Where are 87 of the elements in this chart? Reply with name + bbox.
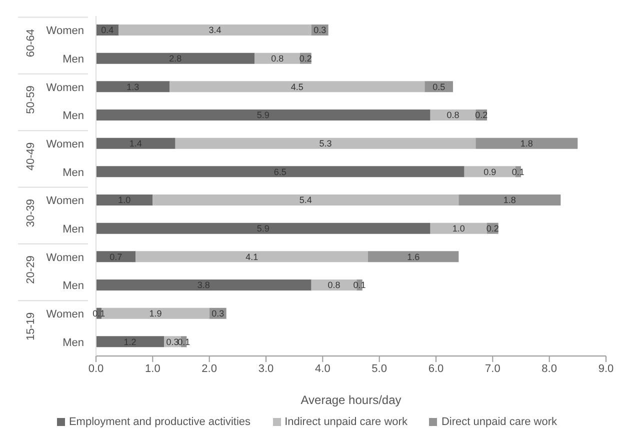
x-tick-label: 3.0 — [258, 362, 274, 375]
data-label: 0.8 — [446, 110, 460, 120]
legend-label: Direct unpaid care work — [440, 416, 558, 428]
bar — [118, 24, 312, 36]
bar — [430, 110, 476, 120]
x-axis-title: Average hours/day — [300, 393, 402, 407]
y-tick-label: Women — [46, 138, 84, 150]
bar — [96, 52, 255, 64]
data-label: 0.3 — [166, 336, 179, 347]
data-label: 5.9 — [256, 110, 270, 120]
text: 60-64 — [25, 29, 37, 58]
y-tick-label: Women — [46, 252, 84, 264]
y-tick-label: Women — [46, 25, 84, 38]
data-label: 6.5 — [274, 166, 286, 177]
data-label: 0.3 — [314, 25, 326, 36]
x-tick-label: 4.0 — [315, 362, 330, 375]
data-label: 1.9 — [149, 308, 162, 319]
data-label: 0.3 — [212, 308, 224, 319]
bar — [96, 280, 312, 290]
bar — [96, 251, 136, 262]
data-label: 4.5 — [290, 82, 304, 92]
data-label: 1.3 — [126, 82, 140, 92]
text: 30-39 — [25, 199, 37, 228]
data-label: 4.1 — [246, 252, 258, 262]
data-label: 1.8 — [503, 195, 516, 206]
y-tick-label: Men — [62, 54, 84, 66]
x-tick-label: 9.0 — [598, 362, 614, 375]
bar — [430, 222, 487, 234]
legend-label: Indirect unpaid care work — [284, 416, 408, 428]
text: 50-59 — [25, 86, 37, 114]
data-label: 0.7 — [110, 252, 122, 262]
data-label: 0.8 — [271, 54, 284, 64]
bar — [170, 81, 425, 92]
bar — [175, 138, 476, 149]
data-label: 3.4 — [208, 25, 222, 36]
data-label: 0.2 — [299, 54, 312, 64]
bar — [96, 336, 164, 348]
x-tick-label: 5.0 — [372, 362, 387, 375]
y-tick-label: Women — [46, 82, 84, 94]
y-tick-label: Men — [62, 336, 84, 349]
data-label: 1.8 — [520, 138, 533, 149]
text: 20-29 — [25, 256, 37, 284]
data-label: 2.8 — [169, 54, 182, 64]
data-label: 1.0 — [118, 195, 131, 206]
y-tick-label: Men — [62, 110, 84, 122]
bar — [96, 138, 176, 149]
bar — [458, 194, 561, 206]
y-tick-label: Men — [62, 166, 84, 179]
bar — [136, 251, 368, 262]
x-tick-label: 1.0 — [145, 362, 160, 375]
y-tick-label: Women — [46, 195, 84, 208]
bar — [152, 194, 459, 206]
y-tick-label: Men — [62, 224, 84, 236]
x-tick-label: 8.0 — [542, 362, 557, 375]
x-tick-label: 6.0 — [428, 362, 444, 375]
y-tick-label: Women — [46, 308, 84, 320]
data-label: 5.9 — [256, 224, 270, 234]
data-label: 0.1 — [178, 336, 190, 347]
data-label: 5.3 — [319, 138, 332, 149]
bar — [254, 52, 300, 64]
text: 40-49 — [25, 142, 37, 170]
data-label: 0.5 — [432, 82, 446, 92]
data-label: 0.8 — [328, 280, 340, 290]
x-tick-label: 2.0 — [202, 362, 217, 375]
bar — [368, 251, 459, 262]
data-label: 1.4 — [129, 138, 142, 149]
bar — [476, 138, 578, 149]
bar — [96, 222, 430, 234]
data-label: 1.2 — [124, 336, 136, 347]
legend-label: Employment and productive activities — [68, 416, 251, 428]
data-label: 1.6 — [407, 252, 420, 262]
data-label: 0.4 — [101, 25, 114, 36]
bar — [96, 194, 153, 206]
data-label: 5.4 — [299, 195, 312, 206]
bar — [96, 81, 170, 92]
text: 15-19 — [25, 312, 37, 340]
y-tick-label: Men — [62, 280, 84, 292]
x-tick-label: 7.0 — [485, 362, 500, 375]
bar — [96, 166, 464, 178]
data-label: 0.1 — [353, 280, 366, 290]
x-tick-label: 0.0 — [88, 362, 104, 375]
data-label: 3.8 — [197, 280, 210, 290]
data-label: 0.1 — [512, 166, 524, 177]
data-label: 0.2 — [486, 224, 499, 234]
data-label: 1.0 — [452, 224, 465, 234]
data-label: 0.9 — [484, 166, 496, 177]
bar — [96, 110, 430, 120]
